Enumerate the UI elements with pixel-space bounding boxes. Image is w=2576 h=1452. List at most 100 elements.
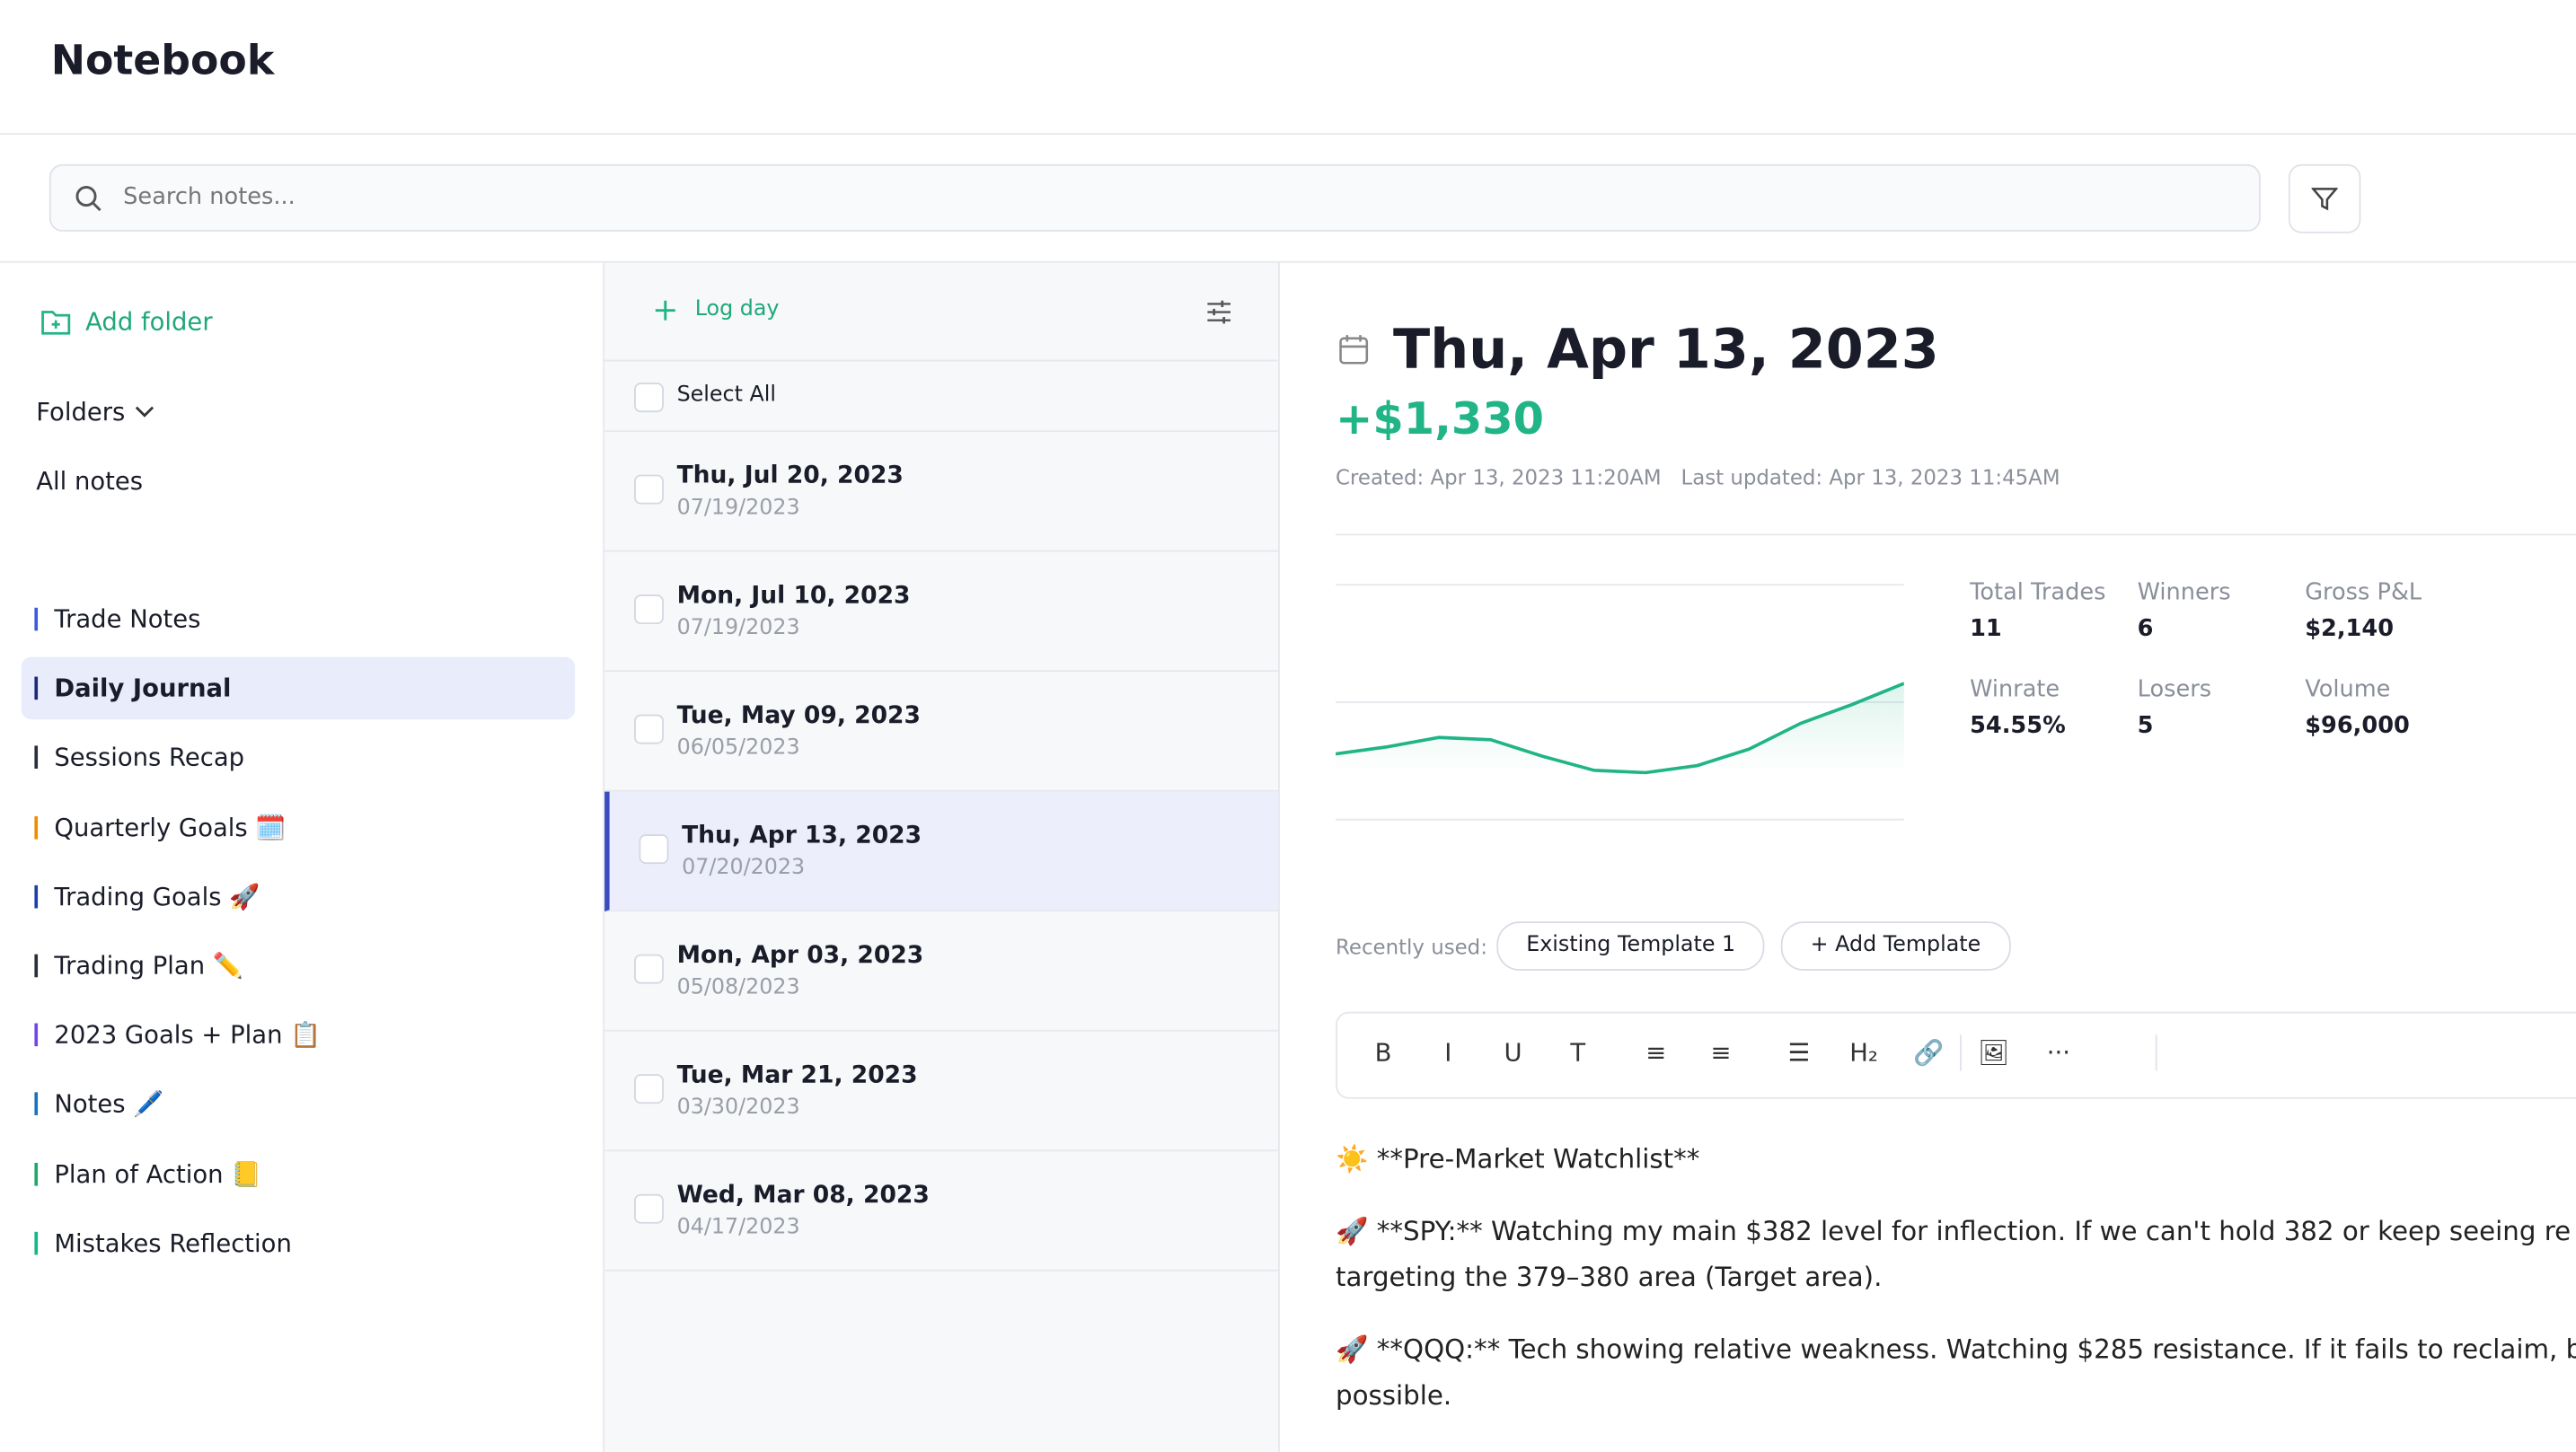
entry-title[interactable]: Thu, Jul 20, 2023 [676,462,904,490]
folder-name[interactable]: Notes 🖊️ [54,1089,164,1120]
folder-marker [34,607,39,631]
note-entry[interactable]: Tue, May 09, 2023 06/05/2023 [604,672,1279,792]
plus-icon [655,300,675,321]
note-text: ☀️ **Pre-Market Watchlist** [1336,1143,1700,1175]
settings-icon[interactable] [1206,299,1232,325]
note-entry[interactable]: Tue, Mar 21, 2023 03/30/2023 [604,1032,1279,1152]
note-entry[interactable]: Thu, Apr 13, 2023 07/20/2023 [604,791,1279,912]
divider [1336,533,2576,536]
note-panel: Thu, Apr 13, 2023 +$1,330 Created: Apr 1… [1279,260,2576,1452]
filter-button[interactable] [2288,163,2361,233]
stat-label: Winners [2137,579,2231,606]
folder-item[interactable]: Daily Journal [21,656,576,720]
folder-marker [34,1231,39,1255]
folder-marker [34,815,39,839]
folder-item[interactable]: Trading Plan ✏️ [22,935,575,998]
folder-item[interactable]: 2023 Goals + Plan 📋 [22,1004,575,1067]
folder-name[interactable]: Trade Notes [54,604,201,635]
folder-name[interactable]: Daily Journal [54,673,232,704]
toolbar-button[interactable]: B [1374,1037,1392,1068]
folder-item[interactable]: Sessions Recap [22,726,575,789]
all-notes[interactable]: All notes [36,466,144,497]
folder-name[interactable]: Trading Plan ✏️ [54,951,244,981]
folder-name[interactable]: 2023 Goals + Plan 📋 [54,1020,322,1051]
checkbox[interactable] [634,714,664,744]
pnl-chart [1336,584,1904,821]
folder-name[interactable]: Plan of Action 📒 [54,1158,262,1189]
note-entry[interactable]: Thu, Jul 20, 2023 07/19/2023 [604,432,1279,552]
title: Notebook [50,36,275,84]
folder-icon [41,311,71,335]
template-chip[interactable]: + Add Template [1780,921,2011,971]
note-text: targeting the 379–380 area (Target area)… [1336,1261,1883,1293]
folder-marker [34,1023,39,1047]
stat-label: Gross P&L [2305,579,2422,606]
entry-title[interactable]: Mon, Apr 03, 2023 [676,942,924,970]
note-entry[interactable]: Wed, Mar 08, 2023 04/17/2023 [604,1151,1279,1272]
checkbox[interactable] [634,474,664,505]
search-box[interactable]: Search notes... [49,163,2261,232]
chevron [135,406,154,418]
select-all[interactable]: Select All [676,383,776,408]
chart-area [1336,683,1904,773]
checkbox[interactable] [634,1074,664,1104]
chart-line [1336,682,1904,775]
note-entry[interactable]: Mon, Apr 03, 2023 05/08/2023 [604,911,1279,1032]
checkbox[interactable] [634,954,664,984]
log-day[interactable]: Log day [694,297,780,322]
folder-item[interactable]: Quarterly Goals 🗓️ [22,796,575,858]
entry-date: 05/08/2023 [676,975,800,1000]
template-chip[interactable]: Existing Template 1 [1496,921,1766,971]
filter-icon [2311,188,2338,211]
toolbar-button[interactable]: ≡ [1710,1037,1732,1068]
entry-title[interactable]: Mon, Jul 10, 2023 [676,583,911,610]
stat-label: Total Trades [1970,579,2106,606]
select-all-row: Select All [604,361,1279,433]
folder-name[interactable]: Quarterly Goals 🗓️ [54,812,287,842]
checkbox[interactable] [634,383,664,413]
toolbar-separator [2155,1034,2157,1071]
toolbar-button[interactable]: T [1570,1037,1586,1068]
note-text: 🚀 **QQQ:** Tech showing relative weaknes… [1336,1333,2576,1365]
folder-item[interactable]: Notes 🖊️ [22,1073,575,1136]
stat-value: 54.55% [1970,712,2066,740]
folder-name[interactable]: Sessions Recap [54,743,245,773]
toolbar-button[interactable]: ≡ [1645,1037,1667,1068]
folder-marker [34,1093,39,1116]
stat-value: 5 [2137,712,2154,740]
folder-item[interactable]: Trade Notes [22,588,575,651]
checkbox[interactable] [634,1193,664,1224]
stat-label: Winrate [1970,676,2060,703]
search-icon [75,186,101,212]
folder-item[interactable]: Plan of Action 📒 [22,1142,575,1205]
toolbar-button[interactable]: U [1504,1037,1522,1068]
stat-value: 11 [1970,615,2002,643]
entry-date: 07/19/2023 [676,496,800,521]
folder-name[interactable]: Trading Goals 🚀 [54,881,260,911]
folder-marker [34,1162,39,1185]
toolbar-button[interactable]: ··· [2046,1037,2070,1068]
checkbox[interactable] [634,594,664,625]
stat-value: $96,000 [2305,712,2410,740]
note-entry[interactable]: Mon, Jul 10, 2023 07/19/2023 [604,552,1279,673]
folder-marker [34,676,39,700]
toolbar-button[interactable]: I [1444,1037,1452,1068]
entry-title[interactable]: Tue, May 09, 2023 [676,702,921,730]
folder-item[interactable]: Trading Goals 🚀 [22,866,575,928]
folder-name[interactable]: Mistakes Reflection [54,1228,292,1258]
folder-item[interactable]: Mistakes Reflection [22,1211,575,1274]
toolbar-button[interactable]: 🖼 [1978,1037,2009,1068]
entry-date: 07/19/2023 [676,615,800,641]
entry-title[interactable]: Thu, Apr 13, 2023 [682,823,922,849]
entry-title[interactable]: Wed, Mar 08, 2023 [676,1182,930,1210]
toolbar-button[interactable]: H₂ [1849,1037,1878,1068]
checkbox[interactable] [639,834,669,865]
note-text: 🚀 **SPY:** Watching my main $382 level f… [1336,1215,2572,1247]
folders-label[interactable]: Folders [36,397,126,427]
entry-title[interactable]: Tue, Mar 21, 2023 [676,1062,918,1089]
folder-marker [34,884,39,909]
toolbar-button[interactable]: 🔗 [1913,1037,1945,1068]
add-folder[interactable]: Add folder [85,307,213,337]
toolbar-button[interactable]: ☰ [1787,1037,1811,1068]
